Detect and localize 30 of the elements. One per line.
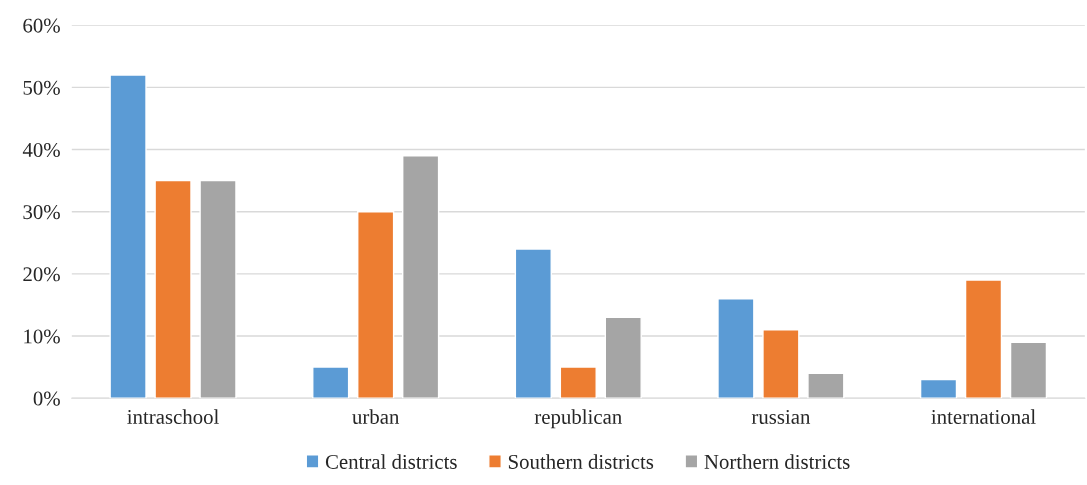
bar: [199, 179, 237, 399]
legend-label: Southern districts: [508, 454, 654, 469]
x-tick-label: republican: [534, 409, 622, 429]
y-tick-label: 20%: [23, 267, 60, 282]
bar: [312, 366, 350, 399]
bar: [964, 279, 1003, 399]
bar: [109, 74, 147, 399]
bar: [919, 378, 958, 399]
y-tick-label: 60%: [23, 18, 60, 33]
bar: [357, 211, 395, 399]
bar: [807, 372, 845, 399]
y-tick-label: 40%: [22, 142, 60, 158]
bar: [559, 366, 597, 399]
x-tick-label: intraschool: [127, 409, 219, 424]
y-tick-label: 30%: [23, 205, 60, 220]
x-tick-label: russian: [751, 409, 811, 424]
legend-label: Central districts: [325, 454, 457, 469]
bar: [402, 155, 440, 399]
x-tick-label: international: [931, 409, 1036, 424]
legend-label: Northern districts: [704, 454, 850, 469]
bar: [514, 248, 552, 399]
y-tick-label: 50%: [23, 80, 60, 95]
y-tick-label: 0%: [33, 391, 60, 406]
bar: [604, 316, 642, 399]
bar: [1009, 341, 1048, 399]
bar: [717, 298, 755, 399]
bar: [762, 329, 800, 399]
bar: [154, 179, 192, 399]
x-tick-label: urban: [352, 409, 400, 424]
y-tick-label: 10%: [24, 329, 60, 344]
